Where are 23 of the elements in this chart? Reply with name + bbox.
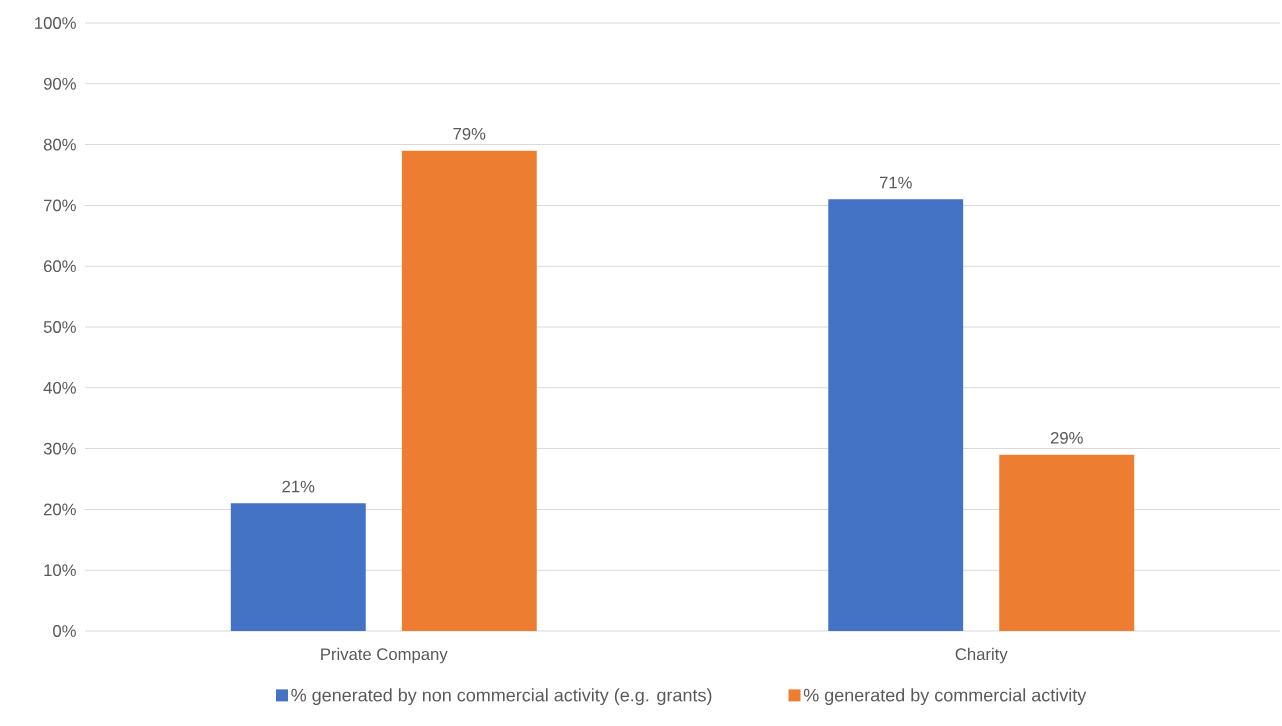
data-label: 79% bbox=[453, 127, 486, 140]
bar bbox=[828, 199, 964, 631]
data-label: 21% bbox=[282, 480, 315, 493]
data-label: 71% bbox=[879, 176, 912, 189]
x-tick-label: Private Company bbox=[321, 647, 448, 664]
legend-label: % generated by commercial activity bbox=[803, 688, 1087, 706]
y-tick-label: 30% bbox=[43, 442, 76, 455]
y-tick-label: 90% bbox=[43, 77, 76, 90]
y-tick-label: 0% bbox=[53, 625, 76, 637]
y-tick-label: 10% bbox=[44, 564, 76, 577]
y-tick-label: 100% bbox=[35, 17, 76, 29]
y-tick-label: 60% bbox=[43, 260, 76, 273]
y-tick-label: 50% bbox=[43, 321, 76, 333]
legend-label: % generated by non commercial activity (e.g. grants) bbox=[291, 688, 712, 706]
x-tick-label: Charity bbox=[955, 647, 1008, 664]
bar bbox=[401, 150, 537, 631]
y-tick-label: 40% bbox=[43, 381, 76, 394]
bar bbox=[230, 503, 366, 631]
data-label: 29% bbox=[1050, 431, 1083, 444]
y-tick-label: 70% bbox=[44, 199, 76, 212]
y-tick-label: 20% bbox=[43, 503, 76, 516]
y-tick-label: 80% bbox=[43, 138, 76, 151]
bar bbox=[999, 454, 1135, 631]
